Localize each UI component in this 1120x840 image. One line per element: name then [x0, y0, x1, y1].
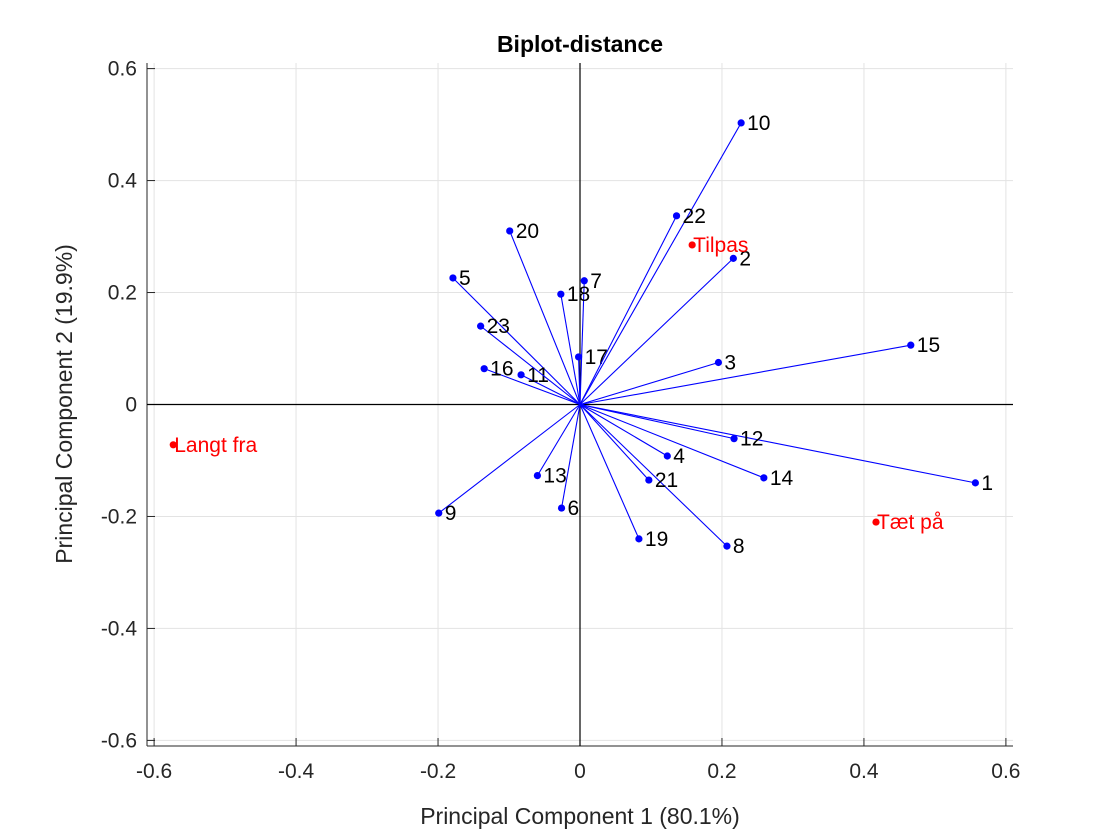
vector-line-7	[579, 280, 585, 405]
vector-line-14	[579, 403, 765, 479]
x-axis-title: Principal Component 1 (80.1%)	[420, 803, 740, 829]
vector-point-5	[449, 274, 457, 282]
vector-line-21	[579, 404, 650, 481]
vector-point-4	[663, 452, 671, 460]
vector-line-19	[579, 404, 640, 540]
vector-point-19	[635, 535, 643, 543]
vector-point-10	[737, 119, 745, 127]
vector-label-23: 23	[487, 315, 510, 338]
vector-point-11	[517, 371, 525, 379]
vector-point-16	[480, 365, 488, 373]
x-tick-label: -0.2	[420, 760, 456, 783]
vector-label-4: 4	[673, 445, 685, 468]
y-axis-title: Principal Component 2 (19.9%)	[51, 244, 77, 564]
x-tick-label: 0.4	[849, 760, 879, 783]
vector-point-15	[907, 341, 915, 349]
vector-label-12: 12	[740, 428, 763, 451]
vector-point-22	[672, 212, 681, 220]
y-tick-label: -0.6	[101, 729, 137, 752]
vector-label-9: 9	[445, 502, 457, 525]
vector-line-23	[480, 325, 581, 405]
x-tick-label: -0.6	[136, 760, 172, 783]
vector-point-21	[645, 476, 653, 484]
vector-label-3: 3	[724, 352, 736, 375]
vector-label-6: 6	[568, 497, 580, 520]
vector-label-19: 19	[645, 528, 668, 551]
vector-label-20: 20	[516, 220, 539, 243]
axes: -0.6 -0.4 -0.2 0 0.2 0.4 0.6 -0.6 -0.4 -0.2 0 0.2 0.…	[101, 58, 1021, 783]
vector-label-17: 17	[585, 346, 608, 369]
vector-label-2: 2	[739, 247, 751, 270]
observation-label: Langt fra	[174, 434, 257, 457]
vector-line-15	[579, 344, 911, 406]
y-tick-label: 0.2	[108, 282, 137, 305]
vector-label-7: 7	[590, 270, 602, 293]
vector-point-2	[729, 254, 737, 262]
vector-point-12	[730, 435, 738, 443]
vector-label-16: 16	[490, 358, 513, 381]
observation-points: Langt fra Tilpas Tæt på	[169, 234, 944, 534]
x-tick-label: 0.6	[991, 760, 1020, 783]
vector-line-20	[509, 230, 581, 405]
observation-point	[872, 518, 880, 526]
vector-point-9	[435, 509, 443, 517]
vector-point-13	[533, 471, 542, 480]
y-tick-label: 0.6	[108, 58, 137, 81]
vector-line-3	[579, 361, 719, 406]
vector-point-20	[506, 227, 514, 235]
vector-label-1: 1	[981, 472, 993, 495]
vector-label-8: 8	[733, 535, 745, 558]
vector-label-18: 18	[567, 283, 590, 306]
vector-line-22	[579, 215, 678, 405]
vector-line-8	[579, 404, 728, 547]
vector-label-5: 5	[459, 267, 471, 290]
vector-point-17	[574, 353, 583, 361]
vector-line-6	[561, 404, 581, 509]
y-tick-label: 0.4	[108, 170, 138, 193]
vector-label-22: 22	[683, 205, 706, 228]
vector-line-4	[579, 404, 668, 457]
x-tick-label: 0.2	[707, 760, 736, 783]
vector-line-12	[579, 403, 735, 440]
vector-label-15: 15	[917, 334, 940, 357]
vector-line-10	[579, 122, 742, 405]
vector-point-7	[580, 277, 588, 285]
vector-label-14: 14	[770, 467, 794, 490]
observation-point	[688, 241, 696, 249]
vector-point-18	[557, 290, 565, 298]
observation-label: Tæt på	[877, 511, 944, 534]
vector-point-8	[723, 542, 731, 550]
vector-point-23	[477, 322, 485, 330]
vector-label-21: 21	[655, 469, 678, 492]
y-tick-label: -0.2	[101, 505, 137, 528]
x-tick-label: 0	[574, 760, 586, 783]
vector-line-13	[536, 404, 581, 476]
y-tick-label: -0.4	[101, 617, 138, 640]
vector-label-10: 10	[747, 112, 770, 135]
vector-line-5	[452, 277, 581, 405]
vector-point-1	[971, 479, 979, 487]
vector-point-6	[557, 504, 566, 512]
vector-label-11: 11	[527, 364, 549, 387]
vector-line-16	[483, 368, 581, 406]
y-tick-label: 0	[125, 394, 137, 417]
x-tick-label: -0.4	[278, 760, 315, 783]
vector-point-3	[714, 358, 723, 367]
chart-title: Biplot-distance	[497, 31, 663, 57]
vector-line-18	[560, 294, 581, 405]
vector-line-1	[579, 403, 976, 484]
vector-line-11	[520, 374, 581, 405]
vector-point-14	[760, 474, 768, 482]
vector-line-17	[578, 356, 581, 405]
observation-label: Tilpas	[693, 234, 748, 257]
vector-line-2	[579, 257, 734, 405]
vector-label-13: 13	[543, 465, 566, 488]
vector-line-9	[438, 404, 581, 514]
observation-point	[169, 441, 177, 449]
